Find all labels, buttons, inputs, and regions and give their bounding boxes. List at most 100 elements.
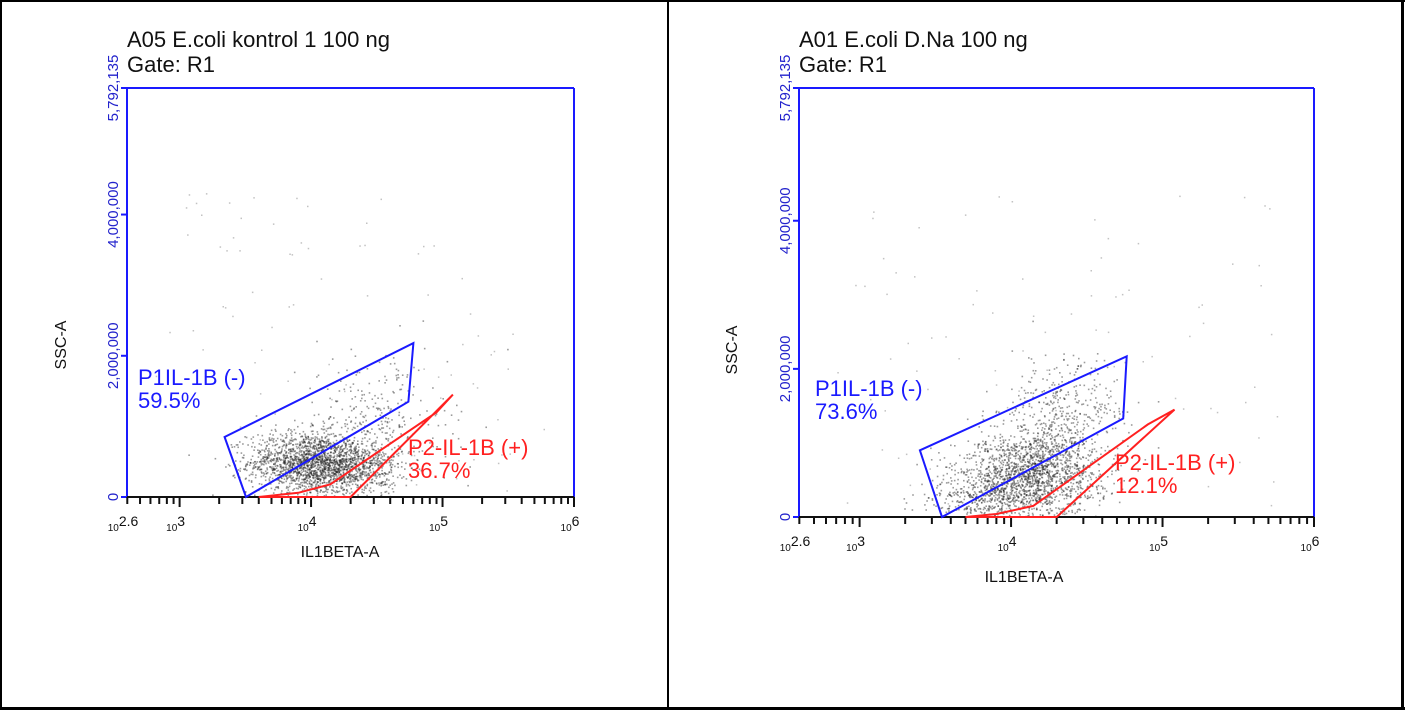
scatter-point [1016, 419, 1018, 421]
scatter-point [299, 454, 301, 457]
scatter-point [332, 466, 335, 469]
scatter-point [1046, 432, 1048, 435]
scatter-point [385, 438, 388, 440]
scatter-point [998, 497, 1000, 500]
scatter-point [1022, 505, 1024, 508]
scatter-point [1014, 466, 1016, 468]
scatter-point [372, 467, 374, 470]
scatter-point [276, 437, 279, 440]
scatter-point [993, 514, 996, 517]
scatter-point [983, 512, 986, 515]
scatter-point [289, 466, 291, 468]
scatter-point [323, 463, 326, 466]
scatter-point [987, 435, 990, 437]
scatter-point [396, 377, 398, 379]
scatter-point [1082, 472, 1085, 475]
scatter-point [321, 459, 324, 461]
scatter-point [317, 476, 319, 479]
scatter-point [300, 242, 303, 244]
scatter-point [274, 452, 276, 455]
scatter-point [316, 458, 318, 460]
scatter-point [1084, 471, 1087, 473]
scatter-point [949, 494, 951, 496]
scatter-point [254, 476, 257, 479]
scatter-point [1019, 475, 1021, 478]
scatter-point [1040, 485, 1043, 487]
scatter-point [353, 462, 356, 465]
scatter-point [291, 467, 294, 469]
scatter-point [323, 486, 326, 489]
scatter-point [322, 445, 325, 447]
scatter-point [261, 434, 264, 437]
scatter-point [1062, 490, 1065, 492]
scatter-point [339, 456, 341, 458]
scatter-point [321, 474, 323, 477]
scatter-point [309, 387, 311, 390]
scatter-point [360, 443, 363, 445]
scatter-point [311, 446, 314, 449]
scatter-point [1036, 484, 1039, 487]
scatter-point [343, 467, 345, 470]
scatter-point [473, 459, 475, 461]
scatter-point [1086, 423, 1088, 425]
scatter-point [352, 442, 354, 445]
scatter-point [201, 214, 203, 216]
scatter-point [1104, 449, 1107, 452]
scatter-point [332, 452, 335, 454]
scatter-point [992, 481, 994, 484]
scatter-point [1034, 424, 1037, 426]
scatter-point [388, 479, 390, 481]
scatter-point [1059, 410, 1062, 413]
scatter-point [271, 326, 273, 329]
scatter-point [375, 456, 377, 459]
scatter-point [308, 471, 311, 473]
scatter-point [301, 478, 303, 481]
scatter-point [953, 491, 956, 494]
scatter-point [1032, 462, 1034, 465]
scatter-point [308, 472, 310, 475]
scatter-point [369, 465, 371, 467]
scatter-point [312, 481, 315, 484]
scatter-point [348, 463, 351, 466]
scatter-point [1117, 469, 1120, 471]
scatter-point [366, 430, 369, 433]
scatter-point [283, 455, 285, 458]
scatter-point [359, 476, 361, 479]
scatter-point [348, 449, 351, 451]
scatter-point [999, 467, 1002, 469]
scatter-point [983, 501, 986, 503]
scatter-point [310, 442, 312, 444]
scatter-point [1010, 435, 1012, 437]
scatter-point [1102, 488, 1104, 490]
scatter-point [1122, 439, 1124, 442]
scatter-point [1004, 459, 1006, 461]
scatter-point [333, 449, 336, 452]
scatter-point [1002, 423, 1005, 425]
scatter-point [1002, 513, 1005, 515]
scatter-point [990, 448, 993, 451]
scatter-point [325, 463, 327, 465]
scatter-point [1008, 463, 1010, 465]
scatter-point [994, 446, 996, 448]
scatter-point [1079, 413, 1081, 415]
scatter-point [1013, 503, 1015, 505]
scatter-point [993, 425, 996, 427]
scatter-point [302, 468, 305, 471]
scatter-point [321, 436, 323, 438]
scatter-point [1061, 481, 1063, 484]
scatter-point [285, 487, 288, 489]
scatter-point [1008, 498, 1010, 500]
scatter-point [336, 462, 339, 464]
scatter-point [1053, 475, 1055, 478]
scatter-point [1042, 493, 1044, 496]
scatter-point [993, 477, 995, 479]
scatter-point [1057, 450, 1060, 452]
scatter-point [374, 433, 376, 435]
scatter-point [336, 491, 338, 494]
scatter-point [1090, 367, 1093, 369]
scatter-point [292, 449, 294, 451]
scatter-point [1013, 444, 1016, 447]
scatter-point [337, 464, 339, 466]
scatter-point [392, 390, 394, 393]
scatter-point [1059, 390, 1061, 393]
